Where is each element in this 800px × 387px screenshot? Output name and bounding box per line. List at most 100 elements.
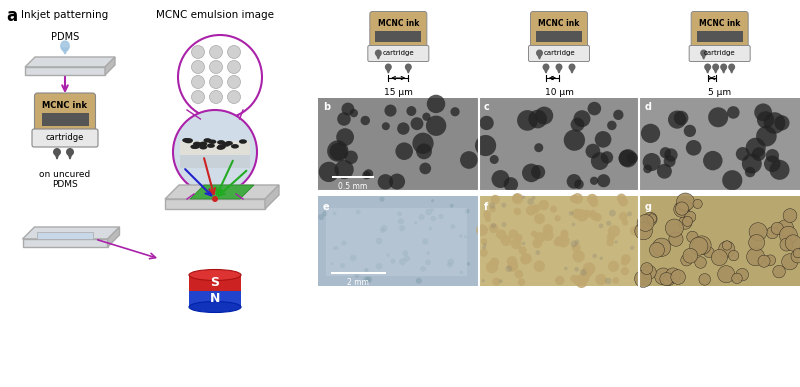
- Circle shape: [492, 277, 501, 286]
- Circle shape: [380, 228, 386, 233]
- Circle shape: [489, 223, 498, 233]
- Circle shape: [450, 107, 460, 116]
- Ellipse shape: [185, 139, 193, 143]
- Circle shape: [464, 235, 467, 238]
- Circle shape: [364, 169, 373, 178]
- Circle shape: [711, 250, 727, 265]
- Circle shape: [376, 263, 382, 270]
- Ellipse shape: [189, 301, 241, 312]
- Circle shape: [419, 163, 431, 174]
- Text: g: g: [644, 202, 651, 212]
- Circle shape: [637, 214, 654, 231]
- Circle shape: [531, 165, 545, 179]
- Circle shape: [678, 199, 691, 212]
- Circle shape: [532, 238, 542, 248]
- Circle shape: [390, 259, 396, 264]
- Polygon shape: [190, 185, 254, 199]
- Text: 2 mm: 2 mm: [347, 278, 369, 287]
- Circle shape: [608, 225, 620, 237]
- Circle shape: [426, 116, 446, 136]
- Circle shape: [597, 174, 610, 187]
- Circle shape: [350, 255, 357, 262]
- Circle shape: [460, 151, 478, 169]
- Circle shape: [485, 216, 491, 222]
- Circle shape: [574, 180, 584, 189]
- Circle shape: [318, 162, 339, 182]
- Circle shape: [580, 269, 586, 276]
- Text: cartridge: cartridge: [46, 134, 84, 142]
- Circle shape: [385, 104, 397, 116]
- Circle shape: [395, 142, 413, 160]
- Bar: [37, 232, 93, 239]
- Circle shape: [426, 95, 446, 113]
- Ellipse shape: [222, 142, 230, 147]
- Ellipse shape: [193, 142, 201, 146]
- Bar: [318, 196, 478, 286]
- Circle shape: [522, 195, 526, 199]
- Circle shape: [570, 118, 585, 132]
- Circle shape: [660, 272, 673, 286]
- Circle shape: [606, 221, 611, 226]
- Circle shape: [542, 229, 554, 241]
- Circle shape: [621, 258, 629, 266]
- Text: PDMS: PDMS: [51, 32, 79, 42]
- Circle shape: [642, 265, 656, 279]
- Circle shape: [684, 125, 696, 137]
- Polygon shape: [386, 68, 390, 73]
- Circle shape: [650, 242, 665, 257]
- Circle shape: [736, 147, 750, 161]
- Circle shape: [330, 262, 334, 265]
- Circle shape: [399, 225, 406, 231]
- Circle shape: [590, 199, 598, 207]
- Text: a: a: [6, 7, 17, 25]
- Polygon shape: [722, 68, 726, 73]
- Circle shape: [728, 250, 739, 261]
- FancyBboxPatch shape: [368, 46, 429, 62]
- Bar: [331, 272, 386, 274]
- Polygon shape: [68, 153, 72, 159]
- Polygon shape: [165, 185, 279, 199]
- Circle shape: [664, 148, 678, 162]
- Circle shape: [572, 243, 581, 252]
- Polygon shape: [714, 68, 718, 73]
- Circle shape: [476, 224, 488, 236]
- Circle shape: [397, 122, 410, 135]
- Circle shape: [365, 268, 369, 272]
- Polygon shape: [25, 67, 105, 75]
- Polygon shape: [55, 153, 59, 159]
- Circle shape: [385, 63, 392, 70]
- Circle shape: [686, 140, 702, 156]
- Circle shape: [647, 214, 657, 223]
- Circle shape: [607, 121, 617, 130]
- Circle shape: [587, 194, 598, 205]
- Ellipse shape: [217, 146, 225, 150]
- Circle shape: [191, 91, 205, 103]
- Circle shape: [502, 222, 506, 227]
- Circle shape: [340, 263, 345, 268]
- Circle shape: [745, 167, 755, 177]
- Circle shape: [671, 270, 686, 284]
- Circle shape: [643, 212, 657, 226]
- Circle shape: [573, 277, 581, 285]
- Circle shape: [574, 240, 579, 244]
- Bar: [639, 196, 800, 286]
- Circle shape: [570, 275, 578, 282]
- Circle shape: [574, 275, 582, 283]
- Circle shape: [675, 202, 689, 215]
- Text: d: d: [644, 102, 651, 112]
- Circle shape: [634, 270, 652, 288]
- Ellipse shape: [190, 144, 198, 149]
- Circle shape: [520, 255, 530, 264]
- Circle shape: [572, 250, 585, 262]
- Circle shape: [572, 223, 575, 226]
- Circle shape: [534, 232, 546, 243]
- Circle shape: [609, 210, 616, 217]
- Ellipse shape: [207, 144, 215, 148]
- Circle shape: [749, 235, 765, 250]
- Circle shape: [606, 238, 614, 247]
- Circle shape: [330, 143, 347, 161]
- FancyBboxPatch shape: [691, 12, 748, 50]
- Polygon shape: [265, 185, 279, 209]
- Circle shape: [683, 248, 698, 263]
- Circle shape: [528, 110, 547, 128]
